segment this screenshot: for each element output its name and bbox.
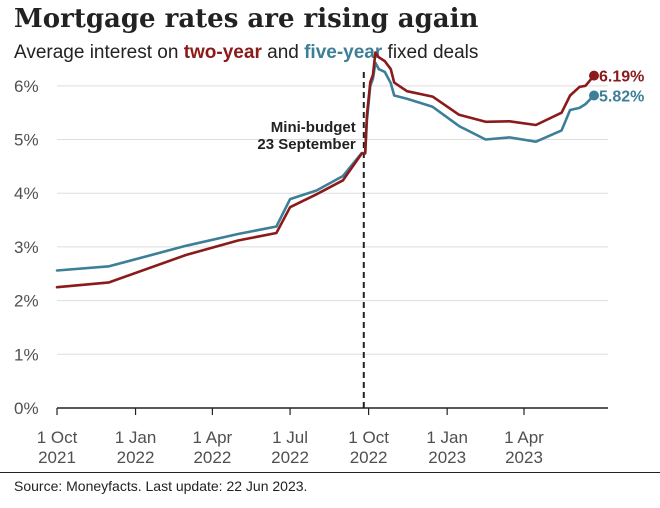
source-note: Source: Moneyfacts. Last update: 22 Jun …: [14, 478, 308, 494]
x-tick-label: 1 Oct: [37, 428, 78, 447]
x-tick-label: 1 Jan: [426, 428, 468, 447]
series-end-label-two-year: 6.19%: [599, 69, 644, 86]
x-tick-label: 1 Jul: [272, 428, 308, 447]
y-tick-label: 4%: [14, 184, 39, 203]
y-tick-label: 6%: [14, 77, 39, 96]
y-tick-label: 3%: [14, 238, 39, 257]
x-tick-label: 2023: [505, 448, 543, 467]
annotation-label: 23 September: [257, 136, 356, 153]
x-tick-label: 2022: [193, 448, 231, 467]
x-tick-label: 2022: [350, 448, 388, 467]
x-tick-label: 2022: [271, 448, 309, 467]
subtitle-five-year: five-year: [304, 42, 383, 63]
series-end-label-five-year: 5.82%: [599, 89, 644, 106]
x-tick-label: 1 Oct: [348, 428, 389, 447]
x-tick-label: 1 Apr: [504, 428, 544, 447]
x-tick-label: 2021: [38, 448, 76, 467]
chart-subtitle: Average interest on two-year and five-ye…: [14, 42, 478, 64]
series-end-point-two-year: [589, 70, 599, 81]
subtitle-prefix: Average interest on: [14, 42, 184, 63]
chart-title: Mortgage rates are rising again: [14, 4, 479, 34]
series-line-five-year: [55, 61, 596, 272]
y-tick-label: 0%: [14, 399, 39, 418]
x-tick-label: 1 Apr: [193, 428, 233, 447]
subtitle-two-year: two-year: [183, 42, 262, 63]
series-line-two-year: [55, 51, 596, 289]
subtitle-suffix: fixed deals: [382, 42, 479, 63]
subtitle-middle: and: [261, 42, 305, 63]
y-tick-label: 1%: [14, 345, 39, 364]
footer-divider: [0, 472, 660, 473]
y-tick-label: 2%: [14, 292, 39, 311]
x-tick-label: 2023: [428, 448, 466, 467]
y-tick-label: 5%: [14, 131, 39, 150]
x-tick-label: 1 Jan: [115, 428, 157, 447]
x-tick-label: 2022: [117, 448, 155, 467]
annotation-label: Mini-budget: [271, 119, 356, 136]
series-end-point-five-year: [589, 90, 599, 101]
